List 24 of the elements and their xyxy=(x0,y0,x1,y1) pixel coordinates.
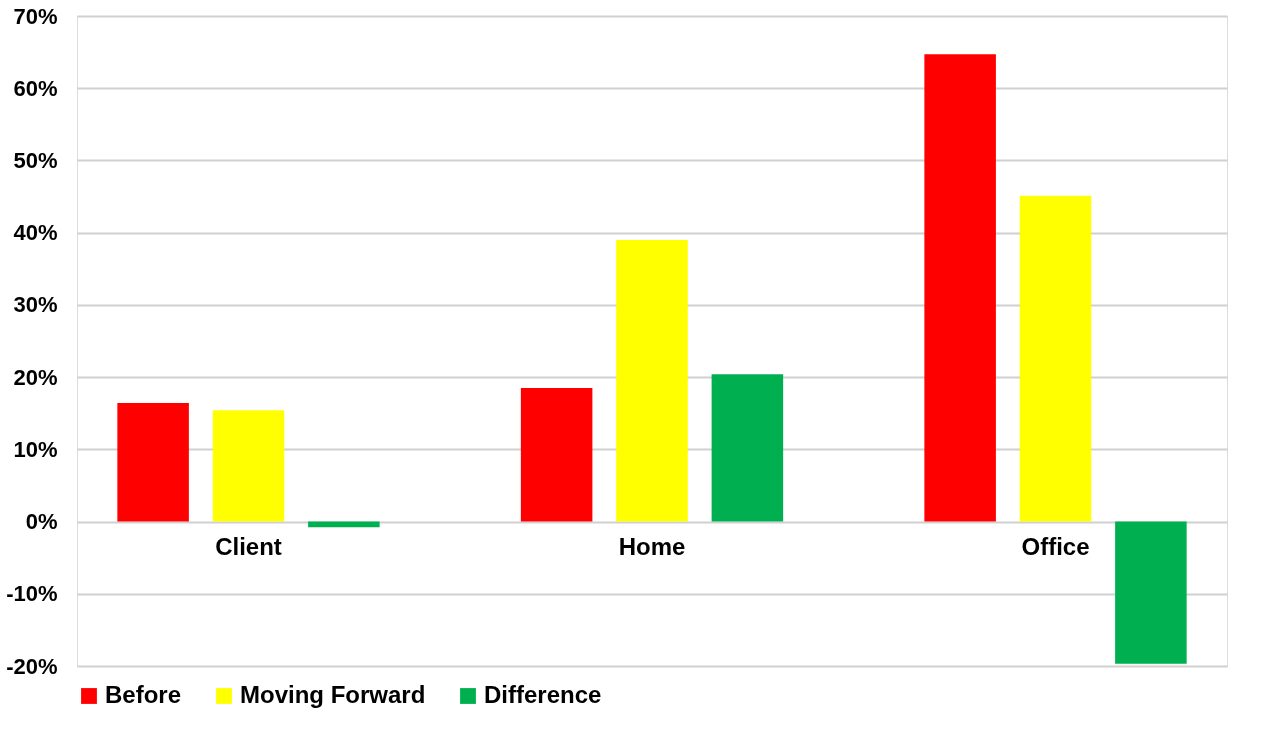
bar xyxy=(1115,521,1187,664)
bar xyxy=(1019,195,1092,522)
x-tick-label: Client xyxy=(215,533,282,561)
bar xyxy=(924,54,996,522)
legend-label: Difference xyxy=(484,681,602,708)
legend-label: Moving Forward xyxy=(240,681,426,708)
bar xyxy=(711,374,784,522)
legend-label: Before xyxy=(105,681,182,708)
x-tick-label: Office xyxy=(1021,533,1090,561)
bar xyxy=(520,387,593,522)
y-tick-label: 70% xyxy=(13,3,58,29)
bar xyxy=(616,239,688,522)
y-tick-label: 30% xyxy=(13,292,58,318)
y-tick-label: -20% xyxy=(6,653,58,679)
y-tick-label: 0% xyxy=(25,509,58,535)
y-tick-label: 50% xyxy=(13,147,58,173)
bar xyxy=(117,403,189,522)
y-tick-label: 60% xyxy=(13,75,58,101)
bar xyxy=(212,410,285,522)
y-tick-label: 10% xyxy=(13,436,58,462)
y-tick-label: 40% xyxy=(13,220,58,246)
x-tick-label: Home xyxy=(618,533,686,561)
y-tick-label: 20% xyxy=(13,364,58,390)
y-tick-label: -10% xyxy=(6,581,58,607)
